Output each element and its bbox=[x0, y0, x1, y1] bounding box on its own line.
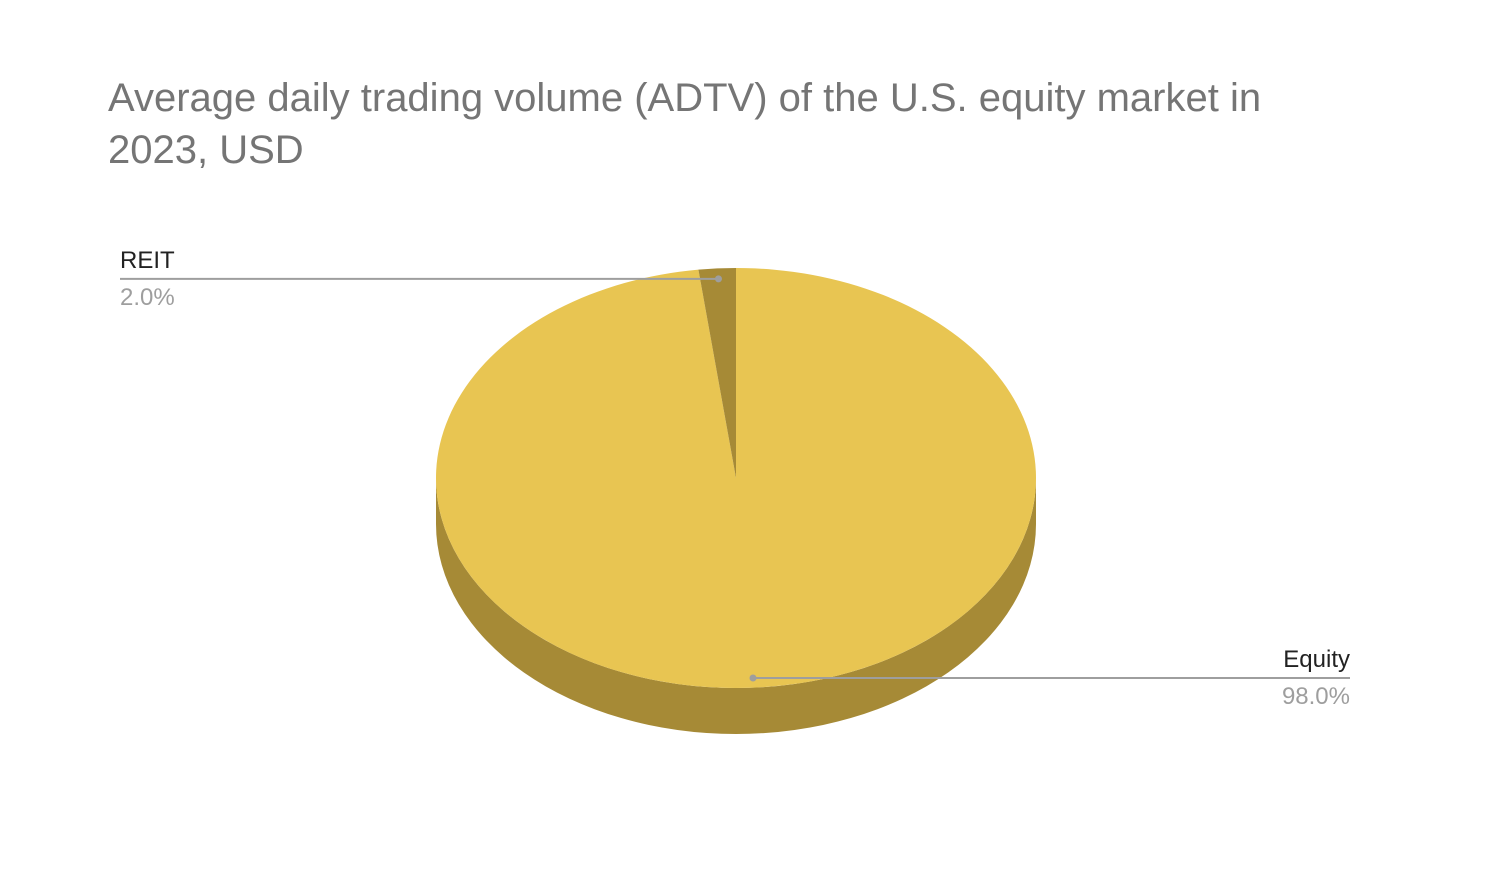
pie-side-wall bbox=[436, 478, 1036, 734]
leader-dot-equity bbox=[749, 674, 757, 682]
pie-slice-reit bbox=[698, 268, 736, 478]
slice-percent-equity: 98.0% bbox=[1282, 683, 1350, 710]
pie-top-face bbox=[436, 268, 1036, 688]
pie-labels: Equity 98.0% REIT 2.0% bbox=[120, 247, 1350, 710]
leader-dot-reit bbox=[714, 275, 722, 283]
pie-side-wall-shape bbox=[436, 478, 1036, 734]
slice-label-equity: Equity bbox=[1283, 646, 1350, 673]
slice-percent-reit: 2.0% bbox=[120, 284, 175, 311]
slice-label-reit: REIT bbox=[120, 247, 175, 274]
chart-title: Average daily trading volume (ADTV) of t… bbox=[108, 76, 1262, 172]
